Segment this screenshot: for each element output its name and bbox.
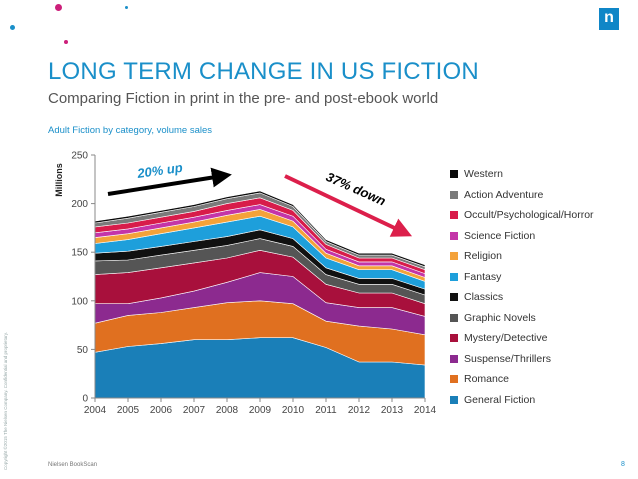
chart-legend: Western Action Adventure Occult/Psychologi… xyxy=(450,164,594,410)
x-tick-label: 2005 xyxy=(117,405,140,416)
x-tick-label: 2013 xyxy=(381,405,404,416)
decor-dot-blue-tiny xyxy=(125,6,128,9)
x-tick-label: 2007 xyxy=(183,405,206,416)
legend-item: Action Adventure xyxy=(450,185,594,206)
legend-swatch xyxy=(450,313,458,322)
legend-label: Religion xyxy=(464,250,502,263)
slide-title: LONG TERM CHANGE IN US FICTION xyxy=(48,58,479,85)
growth-arrow xyxy=(107,167,232,196)
annotation-down-label: 37% down xyxy=(324,169,388,209)
x-tick-label: 2010 xyxy=(282,405,305,416)
x-tick-label: 2012 xyxy=(348,405,371,416)
legend-label: Science Fiction xyxy=(464,229,536,242)
legend-label: Graphic Novels xyxy=(464,311,536,324)
legend-label: General Fiction xyxy=(464,393,536,406)
legend-item: Western xyxy=(450,164,594,185)
legend-swatch xyxy=(450,272,458,281)
legend-item: Classics xyxy=(450,287,594,308)
legend-swatch xyxy=(450,190,458,199)
legend-swatch xyxy=(450,170,458,179)
x-tick-label: 2004 xyxy=(84,405,107,416)
x-tick-label: 2008 xyxy=(216,405,239,416)
y-tick-label: 50 xyxy=(77,345,89,356)
legend-item: Religion xyxy=(450,246,594,267)
y-tick-label: 150 xyxy=(71,248,88,259)
y-tick-label: 100 xyxy=(71,296,88,307)
x-tick-label: 2006 xyxy=(150,405,173,416)
legend-label: Romance xyxy=(464,373,509,386)
decline-arrow xyxy=(284,174,413,237)
legend-swatch xyxy=(450,231,458,240)
legend-item: Occult/Psychological/Horror xyxy=(450,205,594,226)
x-tick-label: 2009 xyxy=(249,405,272,416)
legend-swatch xyxy=(450,354,458,363)
legend-swatch xyxy=(450,375,458,384)
legend-item: Graphic Novels xyxy=(450,308,594,329)
copyright-notice: Copyright ©2015 The Nielsen Company. Con… xyxy=(3,332,8,470)
decor-dot-magenta xyxy=(55,4,62,11)
legend-label: Western xyxy=(464,168,503,181)
legend-swatch xyxy=(450,252,458,261)
slide-subtitle: Comparing Fiction in print in the pre- a… xyxy=(48,90,439,107)
decor-dot-blue xyxy=(10,25,15,30)
x-tick-label: 2014 xyxy=(414,405,437,416)
decor-dot-magenta-small xyxy=(64,40,68,44)
legend-label: Mystery/Detective xyxy=(464,332,548,345)
legend-item: Suspense/Thrillers xyxy=(450,349,594,370)
legend-label: Occult/Psychological/Horror xyxy=(464,209,594,222)
legend-item: Mystery/Detective xyxy=(450,328,594,349)
annotation-up-label: 20% up xyxy=(135,160,183,181)
legend-swatch xyxy=(450,293,458,302)
legend-label: Action Adventure xyxy=(464,188,544,201)
y-axis-title: Millions xyxy=(54,163,64,197)
y-tick-label: 0 xyxy=(82,394,88,405)
x-tick-label: 2011 xyxy=(315,405,337,416)
legend-item: Fantasy xyxy=(450,267,594,288)
legend-swatch xyxy=(450,211,458,220)
nielsen-logo: n xyxy=(599,8,619,30)
page-number: 8 xyxy=(621,461,625,468)
legend-item: General Fiction xyxy=(450,390,594,411)
legend-swatch xyxy=(450,334,458,343)
legend-swatch xyxy=(450,395,458,404)
legend-label: Fantasy xyxy=(464,270,502,283)
chart-caption: Adult Fiction by category, volume sales xyxy=(48,125,213,136)
y-tick-label: 200 xyxy=(71,199,88,210)
legend-label: Classics xyxy=(464,291,504,304)
legend-label: Suspense/Thrillers xyxy=(464,352,551,365)
area-series-western xyxy=(94,190,426,268)
legend-item: Science Fiction xyxy=(450,226,594,247)
footer-source: Nielsen BookScan xyxy=(48,462,98,468)
legend-item: Romance xyxy=(450,369,594,390)
y-tick-label: 250 xyxy=(71,151,88,162)
